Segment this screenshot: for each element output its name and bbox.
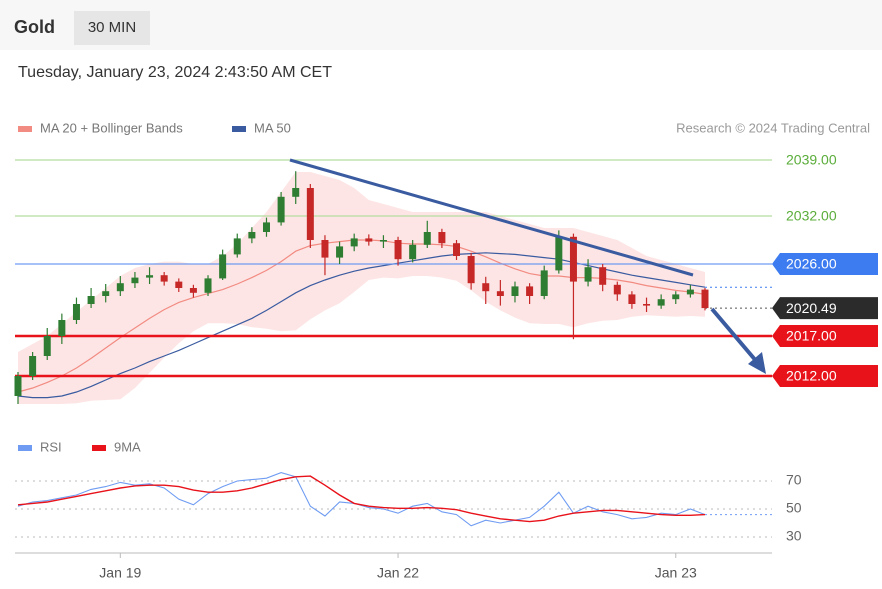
level-box: [772, 253, 878, 275]
rsi-line: [17, 475, 706, 523]
candle-body: [189, 288, 197, 293]
timestamp: Tuesday, January 23, 2024 2:43:50 AM CET: [18, 64, 332, 81]
candle-body: [672, 294, 680, 300]
candle-body: [453, 243, 461, 256]
candle-body: [219, 254, 227, 279]
candle-body: [365, 238, 373, 242]
candle-body: [423, 232, 431, 245]
candle-body: [102, 291, 110, 296]
candle-body: [701, 289, 709, 309]
legend-swatch: [232, 126, 246, 132]
candle-body: [72, 304, 80, 320]
legend-label: 9MA: [114, 439, 141, 454]
candle-body: [511, 286, 519, 296]
y-tick-label: 30: [786, 528, 802, 544]
candle-body: [540, 270, 548, 296]
candle-body: [160, 275, 168, 282]
level-label: 2032.00: [786, 208, 837, 224]
candle-body: [379, 240, 387, 242]
candle-body: [686, 289, 694, 295]
candle-body: [657, 299, 665, 306]
candle-body: [467, 256, 475, 284]
source: Research © 2024 Trading Central: [676, 120, 870, 135]
candle-body: [116, 283, 124, 292]
candle-body: [438, 232, 446, 244]
legend-swatch: [18, 126, 32, 132]
arrow-head: [748, 352, 766, 374]
candle-body: [394, 240, 402, 260]
level-label: 2012.00: [786, 368, 837, 384]
candle-body: [204, 278, 212, 293]
level-box: [772, 325, 878, 347]
ma50-line: [17, 252, 706, 399]
legend-swatch: [92, 445, 106, 451]
legend-label: MA 20 + Bollinger Bands: [40, 120, 183, 135]
legend-swatch: [18, 445, 32, 451]
y-tick-label: 50: [786, 500, 802, 516]
level-label: 2020.49: [786, 300, 837, 316]
candle-body: [58, 320, 66, 336]
candle-body: [613, 284, 621, 295]
symbol: Gold: [14, 17, 55, 37]
candle-body: [131, 277, 139, 284]
level-box: [772, 365, 878, 387]
candle-body: [14, 376, 22, 396]
candle-body: [643, 304, 651, 306]
candle-body: [262, 222, 270, 232]
candle-body: [175, 281, 183, 288]
candle-body: [584, 267, 592, 282]
candle-body: [409, 244, 417, 260]
candle-body: [569, 236, 577, 282]
candle-body: [599, 267, 607, 285]
x-tick-label: Jan 23: [655, 565, 697, 581]
interval-badge[interactable]: [74, 11, 150, 45]
candle-body: [292, 188, 300, 197]
candle-body: [350, 238, 358, 247]
candle-body: [555, 236, 563, 271]
candle-body: [277, 196, 285, 223]
candle-body: [146, 275, 154, 278]
candle-body: [321, 240, 329, 258]
level-label: 2039.00: [786, 152, 837, 168]
x-tick-label: Jan 22: [377, 565, 419, 581]
candle-body: [248, 232, 256, 239]
candle-body: [526, 286, 534, 296]
x-tick-label: Jan 19: [99, 565, 141, 581]
legend-label: RSI: [40, 439, 62, 454]
candle-body: [43, 336, 51, 356]
trendline: [289, 158, 694, 277]
candle-body: [87, 296, 95, 304]
candle-body: [336, 246, 344, 258]
candle-body: [233, 238, 241, 255]
candle-body: [628, 294, 636, 304]
legend-label: MA 50: [254, 120, 291, 135]
y-tick-label: 70: [786, 472, 802, 488]
candle-body: [306, 188, 314, 240]
level-label: 2017.00: [786, 328, 837, 344]
candle-body: [29, 356, 37, 376]
projection-arrow: [710, 307, 759, 364]
level-box: [772, 297, 878, 320]
candle-body: [496, 291, 504, 296]
interval[interactable]: 30 MIN: [88, 19, 136, 36]
level-label: 2026.00: [786, 256, 837, 272]
candle-body: [482, 283, 490, 292]
